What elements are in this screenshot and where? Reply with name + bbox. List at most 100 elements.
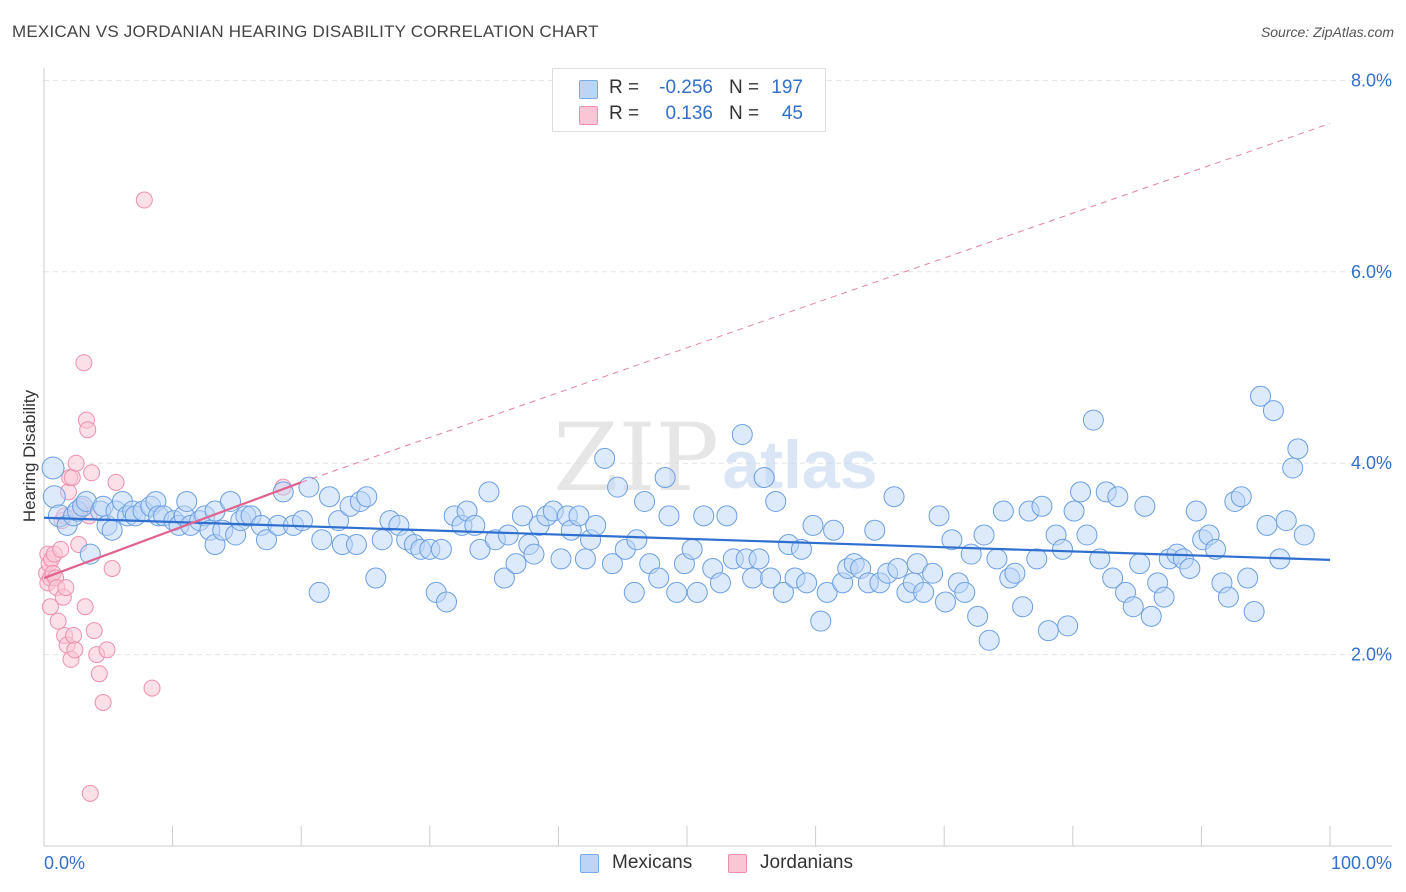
jordanians-point [103,559,121,577]
mexicans-points [41,385,1315,651]
mexicans-point [176,490,198,512]
mexicans-point [464,514,486,536]
mexicans-point [311,529,333,551]
legend-row-mexicans: R = -0.256 N = 197 [553,75,825,101]
mexicans-point [1256,514,1278,536]
watermark-zip: ZIP [553,404,719,513]
mexicans-point [1070,481,1092,503]
mexicans-point [1205,538,1227,560]
series-swatch-mexicans [580,854,599,873]
mexicans-point [1057,615,1079,637]
mexicans-point [967,605,989,627]
mexicans-point [954,581,976,603]
mexicans-point [790,538,812,560]
mexicans-point [430,538,452,560]
mexicans-point [654,467,676,489]
jordanians-point [76,598,94,616]
mexicans-point [1185,500,1207,522]
series-label-jordanians: Jordanians [760,852,853,873]
mexicans-point [928,505,950,527]
mexicans-point [1102,567,1124,589]
legend-swatch-mexicans [579,80,598,99]
mexicans-point [666,581,688,603]
mexicans-point [1063,500,1085,522]
jordanians-point [67,454,85,472]
mexicans-point [1122,596,1144,618]
jordanians-point [94,693,112,711]
mexicans-point [973,524,995,546]
mexicans-point [796,572,818,594]
mexicans-point [1031,495,1053,517]
mexicans-point [478,481,500,503]
mexicans-point [716,505,738,527]
mexicans-point [709,572,731,594]
mexicans-point [760,567,782,589]
mexicans-point [772,581,794,603]
mexicans-point [1089,548,1111,570]
mexicans-point [992,500,1014,522]
mexicans-point [634,490,656,512]
mexicans-point [1107,486,1129,508]
mexicans-point [356,486,378,508]
mexicans-point [913,581,935,603]
mexicans-point [255,529,277,551]
jordanians-point [135,191,153,209]
mexicans-point [1282,457,1304,479]
mexicans-point [1243,601,1265,623]
legend-row-jordanians: R = 0.136 N = 45 [553,101,825,127]
mexicans-point [298,476,320,498]
jordanians-point [65,626,83,644]
mexicans-point [978,629,1000,651]
mexicans-point [1004,562,1026,584]
jordanians-point [57,579,75,597]
mexicans-point [365,567,387,589]
y-tick-label: 2.0% [1351,645,1392,665]
jordanians-point [98,641,116,659]
mexicans-point [1140,605,1162,627]
mexicans-point [1237,567,1259,589]
mexicans-point [497,524,519,546]
mexicans-point [742,567,764,589]
mexicans-point [1262,400,1284,422]
mexicans-point [1082,409,1104,431]
chart-title: MEXICAN VS JORDANIAN HEARING DISABILITY … [12,22,599,41]
mexicans-point [681,538,703,560]
x-tick-label-max: 100.0% [1331,853,1392,873]
mexicans-point [505,553,527,575]
y-tick-label: 6.0% [1351,262,1392,282]
mexicans-point [1275,510,1297,532]
jordanians-point [143,679,161,697]
mexicans-point [308,581,330,603]
mexicans-point [1052,538,1074,560]
mexicans-point [1026,548,1048,570]
mexicans-point [648,567,670,589]
mexicans-point [41,456,65,480]
series-label-mexicans: Mexicans [612,852,693,873]
legend-n-label: N = [729,77,760,98]
mexicans-point [511,505,533,527]
jordanians-point [49,612,67,630]
mexicans-point [1179,557,1201,579]
jordanians-trend-extension [301,122,1331,483]
mexicans-point [986,548,1008,570]
y-tick-labels: 2.0% 4.0% 6.0% 8.0% [1351,70,1392,664]
mexicans-point [1134,495,1156,517]
source-credit: Source: ZipAtlas.com [1260,24,1394,40]
jordanians-point [66,641,84,659]
mexicans-point [1250,385,1272,407]
mexicans-point [816,581,838,603]
y-axis-label: Hearing Disability [20,389,39,522]
mexicans-point [601,553,623,575]
mexicans-point [574,548,596,570]
mexicans-point [686,581,708,603]
mexicans-point [748,548,770,570]
mexicans-point [753,467,775,489]
mexicans-point [493,567,515,589]
x-ticks [172,826,1331,846]
mexicans-point [658,505,680,527]
legend-r-value: -0.256 [659,77,713,98]
mexicans-point [550,548,572,570]
mexicans-point [327,510,349,532]
mexicans-point [345,534,367,556]
mexicans-point [731,423,753,445]
